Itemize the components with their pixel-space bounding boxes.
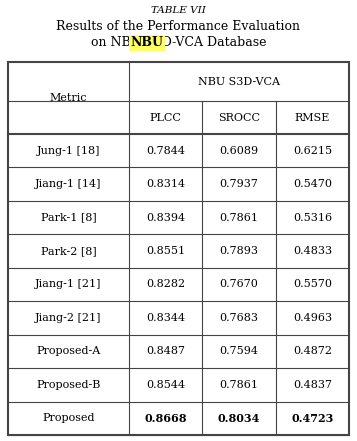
Text: 0.8668: 0.8668 [145,413,187,424]
Text: 0.6215: 0.6215 [293,146,332,156]
Text: 0.7683: 0.7683 [220,313,258,323]
Text: 0.5470: 0.5470 [293,179,332,189]
Text: SROCC: SROCC [218,112,260,123]
Text: Proposed: Proposed [42,413,95,423]
Text: Park-2 [8]: Park-2 [8] [41,246,96,256]
Text: Results of the Performance Evaluation: Results of the Performance Evaluation [56,20,301,33]
Bar [8,62,349,435]
Text: NBU S3D-VCA: NBU S3D-VCA [198,77,280,86]
Text: 0.5570: 0.5570 [293,280,332,289]
Text: Jiang-1 [14]: Jiang-1 [14] [35,179,102,189]
Text: 0.8544: 0.8544 [146,380,185,390]
Text: 0.4833: 0.4833 [293,246,332,256]
Text: 0.7861: 0.7861 [220,380,258,390]
Text: on NBU S3D-VCA Database: on NBU S3D-VCA Database [91,36,266,49]
Text: Proposed-B: Proposed-B [36,380,101,390]
Text: PLCC: PLCC [150,112,182,123]
Text: 0.8282: 0.8282 [146,280,185,289]
Text: 0.4837: 0.4837 [293,380,332,390]
Text: 0.8344: 0.8344 [146,313,185,323]
Text: Park-1 [8]: Park-1 [8] [41,213,96,223]
Text: 0.8551: 0.8551 [146,246,185,256]
Text: TABLE VII: TABLE VII [151,6,206,15]
Text: Jung-1 [18]: Jung-1 [18] [37,146,100,156]
Text: 0.7670: 0.7670 [220,280,258,289]
Text: Jiang-1 [21]: Jiang-1 [21] [35,280,102,289]
Text: 0.7937: 0.7937 [220,179,258,189]
Text: 0.4723: 0.4723 [291,413,333,424]
Text: 0.8034: 0.8034 [218,413,260,424]
Text: 0.4872: 0.4872 [293,346,332,356]
Text: Jiang-2 [21]: Jiang-2 [21] [35,313,102,323]
Text: Metric: Metric [50,93,87,103]
Text: RMSE: RMSE [295,112,330,123]
Text: 0.7844: 0.7844 [146,146,185,156]
Text: 0.6089: 0.6089 [220,146,258,156]
Text: 0.5316: 0.5316 [293,213,332,223]
Text: NBU: NBU [130,36,163,49]
Text: 0.8394: 0.8394 [146,213,185,223]
Text: on NBU S3D-VCA Database: on NBU S3D-VCA Database [91,36,266,49]
Text: 0.7893: 0.7893 [220,246,258,256]
Text: 0.4963: 0.4963 [293,313,332,323]
Text: Proposed-A: Proposed-A [36,346,101,356]
Text: 0.8314: 0.8314 [146,179,185,189]
Text: 0.7594: 0.7594 [220,346,258,356]
Text: 0.8487: 0.8487 [146,346,185,356]
Text: 0.7861: 0.7861 [220,213,258,223]
